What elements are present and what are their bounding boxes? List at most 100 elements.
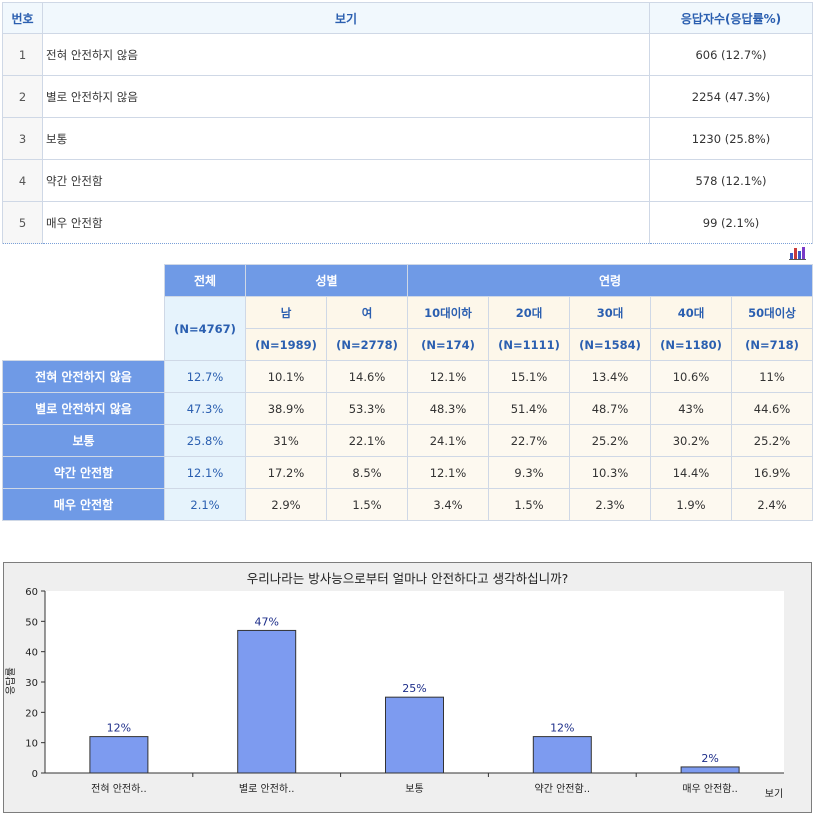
y-tick-label: 20 bbox=[25, 708, 38, 719]
bar-value-label: 25% bbox=[402, 682, 426, 695]
row-count: 1230 (25.8%) bbox=[649, 117, 813, 160]
crosstab-cell: 25.2% bbox=[569, 424, 651, 457]
bar-value-label: 2% bbox=[701, 752, 718, 765]
crosstab-cell: 2.3% bbox=[569, 488, 651, 521]
crosstab-total-n: (N=4767) bbox=[164, 296, 246, 361]
crosstab-cell: 22.1% bbox=[326, 424, 408, 457]
crosstab-row: 매우 안전함 2.1% 2.9% 1.5% 3.4% 1.5% 2.3% 1.9… bbox=[2, 488, 814, 521]
y-tick-label: 0 bbox=[32, 769, 38, 780]
crosstab-cell: 12.1% bbox=[407, 360, 489, 393]
x-tick-label: 전혀 안전하.. bbox=[91, 782, 147, 795]
crosstab-cell: 10.3% bbox=[569, 456, 651, 489]
crosstab-total-cell: 2.1% bbox=[164, 488, 246, 521]
row-count: 99 (2.1%) bbox=[649, 201, 813, 244]
chart-bar bbox=[89, 736, 149, 774]
chart-title: 우리나라는 방사능으로부터 얼마나 안전하다고 생각하십니까? bbox=[246, 571, 569, 586]
row-number: 3 bbox=[2, 117, 43, 160]
crosstab-cell: 10.1% bbox=[245, 360, 327, 393]
row-number: 5 bbox=[2, 201, 43, 244]
crosstab-cell: 1.9% bbox=[650, 488, 732, 521]
crosstab-gender-header: 성별 bbox=[245, 264, 408, 297]
crosstab-cell: 22.7% bbox=[488, 424, 570, 457]
x-tick-label: 매우 안전함.. bbox=[682, 783, 738, 795]
crosstab-cell: 48.7% bbox=[569, 392, 651, 425]
x-axis-label: 보기 bbox=[765, 788, 783, 800]
crosstab-col-n: (N=1584) bbox=[569, 328, 651, 361]
y-tick-label: 50 bbox=[25, 617, 38, 628]
crosstab-col-label: 남 bbox=[245, 296, 327, 329]
table-row: 5 매우 안전함 99 (2.1%) bbox=[2, 201, 813, 244]
crosstab-row: 약간 안전함 12.1% 17.2% 8.5% 12.1% 9.3% 10.3%… bbox=[2, 456, 814, 489]
crosstab-group-row: 전체 성별 연령 bbox=[2, 264, 814, 361]
crosstab-col-n: (N=1111) bbox=[488, 328, 570, 361]
crosstab-col-label: 10대이하 bbox=[407, 296, 489, 329]
crosstab-cell: 30.2% bbox=[650, 424, 732, 457]
row-number: 2 bbox=[2, 75, 43, 118]
crosstab-col-n: (N=718) bbox=[730, 328, 814, 361]
crosstab-cell: 9.3% bbox=[488, 456, 570, 489]
crosstab-total-cell: 47.3% bbox=[164, 392, 246, 425]
y-tick-label: 10 bbox=[25, 739, 38, 750]
bar-chart-icon[interactable] bbox=[789, 246, 806, 260]
crosstab-column-row: (N=4767) 남 여 10대이하 20대 30대 40대 50대이상 bbox=[3, 296, 814, 361]
response-summary-table: 번호 보기 응답자수(응답률%) 1 전혀 안전하지 않음 606 (12.7%… bbox=[2, 2, 813, 244]
bar-chart: 0 10 20 30 40 50 60 응답률 12% 전혀 안전하.. 47% 별로 안전하.. 25… bbox=[5, 587, 784, 800]
y-tick-label: 40 bbox=[25, 648, 38, 659]
row-option: 약간 안전함 bbox=[42, 159, 650, 202]
crosstab-total-header: 전체 bbox=[164, 264, 246, 297]
header-option: 보기 bbox=[42, 2, 650, 34]
crosstab-cell: 13.4% bbox=[569, 360, 651, 393]
table-row: 2 별로 안전하지 않음 2254 (47.3%) bbox=[2, 75, 813, 118]
row-number: 1 bbox=[2, 33, 43, 76]
bar-chart-panel: 우리나라는 방사능으로부터 얼마나 안전하다고 생각하십니까? 0 10 20 30 4… bbox=[3, 562, 812, 813]
table-header-row: 번호 보기 응답자수(응답률%) bbox=[2, 2, 813, 34]
crosstab-cell: 3.4% bbox=[407, 488, 489, 521]
crosstab-corner bbox=[2, 264, 165, 361]
row-option: 전혀 안전하지 않음 bbox=[42, 33, 650, 76]
crosstab-cell: 8.5% bbox=[326, 456, 408, 489]
crosstab-row-label: 별로 안전하지 않음 bbox=[2, 392, 165, 425]
row-number: 4 bbox=[2, 159, 43, 202]
crosstab-col-label: 40대 bbox=[650, 296, 732, 329]
crosstab-total-cell: 12.1% bbox=[164, 456, 246, 489]
crosstab-col-n: (N=1180) bbox=[650, 328, 732, 361]
chart-bar bbox=[532, 736, 592, 774]
crosstab-cell: 16.9% bbox=[730, 456, 814, 489]
x-tick-label: 약간 안전함.. bbox=[535, 783, 591, 795]
table-row: 1 전혀 안전하지 않음 606 (12.7%) bbox=[2, 33, 813, 76]
y-axis-label: 응답률 bbox=[5, 667, 17, 695]
crosstab-cell: 15.1% bbox=[488, 360, 570, 393]
crosstab-cell: 51.4% bbox=[488, 392, 570, 425]
crosstab-col-n: (N=174) bbox=[407, 328, 489, 361]
x-tick-label: 보통 bbox=[405, 783, 423, 795]
crosstab-cell: 53.3% bbox=[326, 392, 408, 425]
row-option: 별로 안전하지 않음 bbox=[42, 75, 650, 118]
row-option: 보통 bbox=[42, 117, 650, 160]
chart-bar bbox=[680, 766, 740, 774]
crosstab-cell: 1.5% bbox=[488, 488, 570, 521]
crosstab-cell: 2.9% bbox=[245, 488, 327, 521]
x-tick-label: 별로 안전하.. bbox=[239, 782, 295, 795]
crosstab-cell: 17.2% bbox=[245, 456, 327, 489]
row-count: 606 (12.7%) bbox=[649, 33, 813, 76]
crosstab-col-label: 30대 bbox=[569, 296, 651, 329]
crosstab-cell: 25.2% bbox=[730, 424, 814, 457]
crosstab-n-row: (N=1989) (N=2778) (N=174) (N=1111) (N=15… bbox=[3, 328, 814, 361]
chart-bar bbox=[385, 696, 444, 774]
chart-bar bbox=[237, 629, 297, 774]
row-option: 매우 안전함 bbox=[42, 201, 650, 244]
crosstab-row: 별로 안전하지 않음 47.3% 38.9% 53.3% 48.3% 51.4%… bbox=[2, 392, 814, 425]
crosstab-cell: 12.1% bbox=[407, 456, 489, 489]
crosstab-cell: 14.6% bbox=[326, 360, 408, 393]
crosstab-row-label: 전혀 안전하지 않음 bbox=[2, 360, 165, 393]
crosstab-cell: 1.5% bbox=[326, 488, 408, 521]
crosstab-cell: 11% bbox=[730, 360, 814, 393]
bar-value-label: 12% bbox=[107, 722, 131, 735]
bar-value-label: 47% bbox=[254, 615, 278, 628]
crosstab-col-label: 50대이상 bbox=[730, 296, 814, 329]
crosstab-cell: 24.1% bbox=[407, 424, 489, 457]
crosstab-col-label: 여 bbox=[326, 296, 408, 329]
crosstab-cell: 43% bbox=[650, 392, 732, 425]
crosstab-cell: 14.4% bbox=[650, 456, 732, 489]
y-tick-label: 60 bbox=[25, 587, 38, 598]
